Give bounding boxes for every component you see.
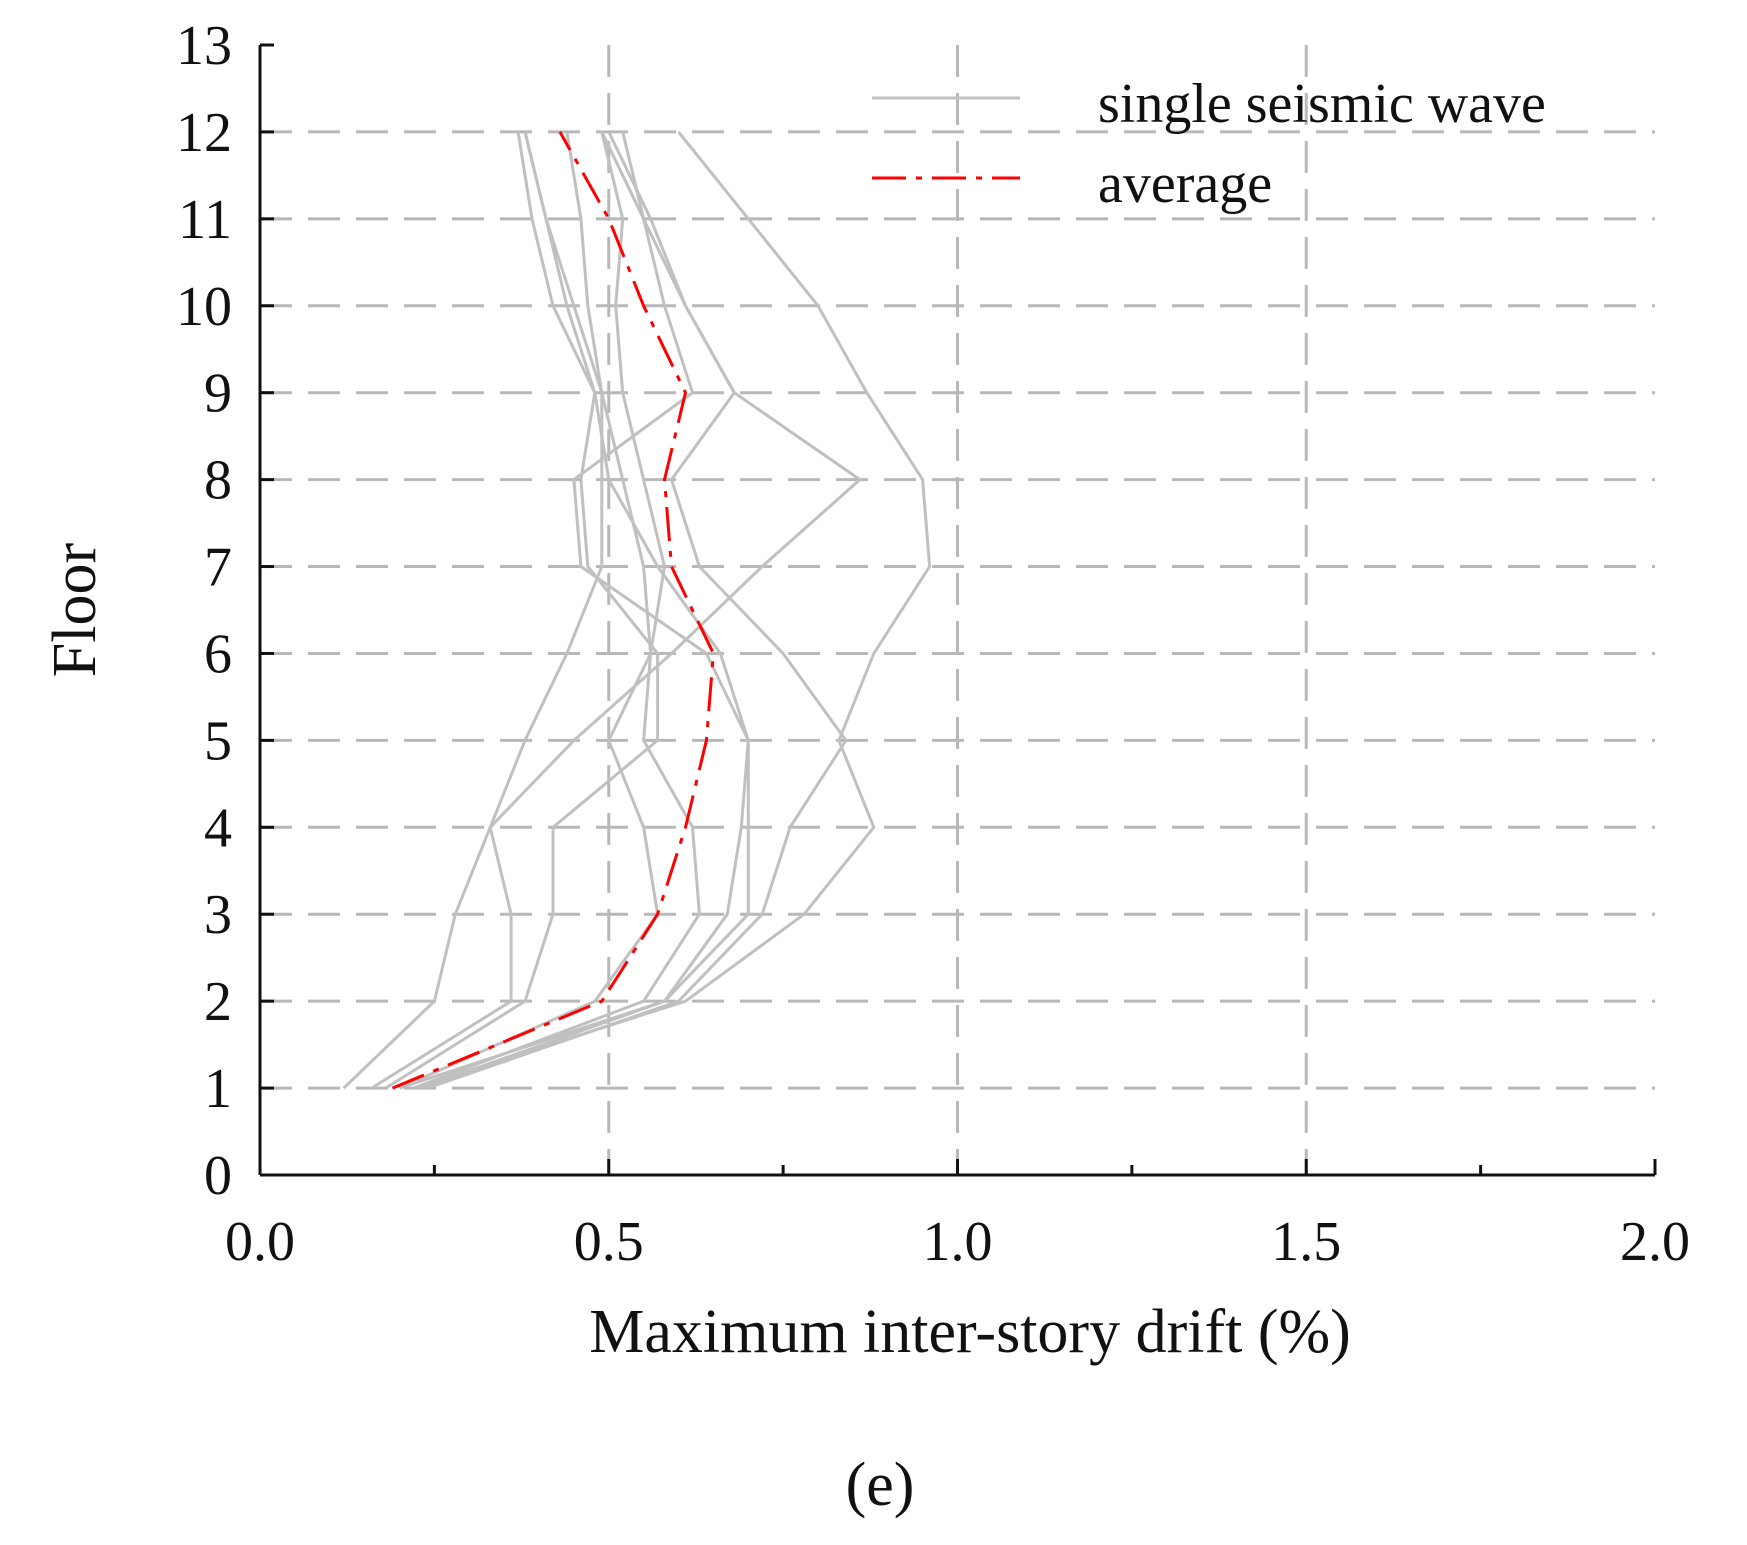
y-tick-label: 8 <box>204 450 232 512</box>
y-tick-label: 13 <box>176 15 232 77</box>
x-axis-title: Maximum inter-story drift (%) <box>589 1298 1351 1366</box>
y-tick-label: 0 <box>204 1145 232 1207</box>
legend: single seismic wave average <box>872 73 1546 215</box>
y-tick-label: 6 <box>204 623 232 685</box>
x-tick-label: 0.0 <box>225 1211 295 1273</box>
series-single-wave-line-3 <box>384 131 660 1090</box>
y-axis-title: Floor <box>41 542 109 677</box>
grid <box>260 45 1655 1175</box>
y-tick-label: 9 <box>204 363 232 425</box>
y-tick-label: 4 <box>204 797 232 859</box>
y-tick-label: 12 <box>176 102 232 164</box>
series-average-line <box>391 131 715 1090</box>
legend-label-single: single seismic wave <box>1098 73 1546 135</box>
series-single-wave-line-6 <box>419 131 750 1090</box>
y-tick-label: 3 <box>204 884 232 946</box>
series-single-wave-line-2 <box>370 131 862 1090</box>
series-single-wave-line-9 <box>399 131 750 1090</box>
series-single-wave-line-8 <box>412 130 932 1090</box>
series-single-wave-line-1 <box>342 131 604 1090</box>
x-tick-label: 0.5 <box>574 1211 644 1273</box>
y-tick-label: 5 <box>204 710 232 772</box>
y-tick-label: 11 <box>178 189 232 251</box>
y-tick-label: 2 <box>204 971 232 1033</box>
y-tick-label: 10 <box>176 276 232 338</box>
x-tick-label: 1.0 <box>923 1211 993 1273</box>
panel-label: (e) <box>846 1451 915 1519</box>
y-tick-label: 7 <box>204 537 232 599</box>
x-tick-label: 1.5 <box>1271 1211 1341 1273</box>
series-single-wave-line-5 <box>412 131 701 1090</box>
x-tick-label: 2.0 <box>1620 1211 1690 1273</box>
series-single-wave-line-7 <box>426 131 848 1090</box>
series-layer <box>342 130 932 1090</box>
legend-label-average: average <box>1098 153 1272 215</box>
y-tick-label: 1 <box>204 1058 232 1120</box>
